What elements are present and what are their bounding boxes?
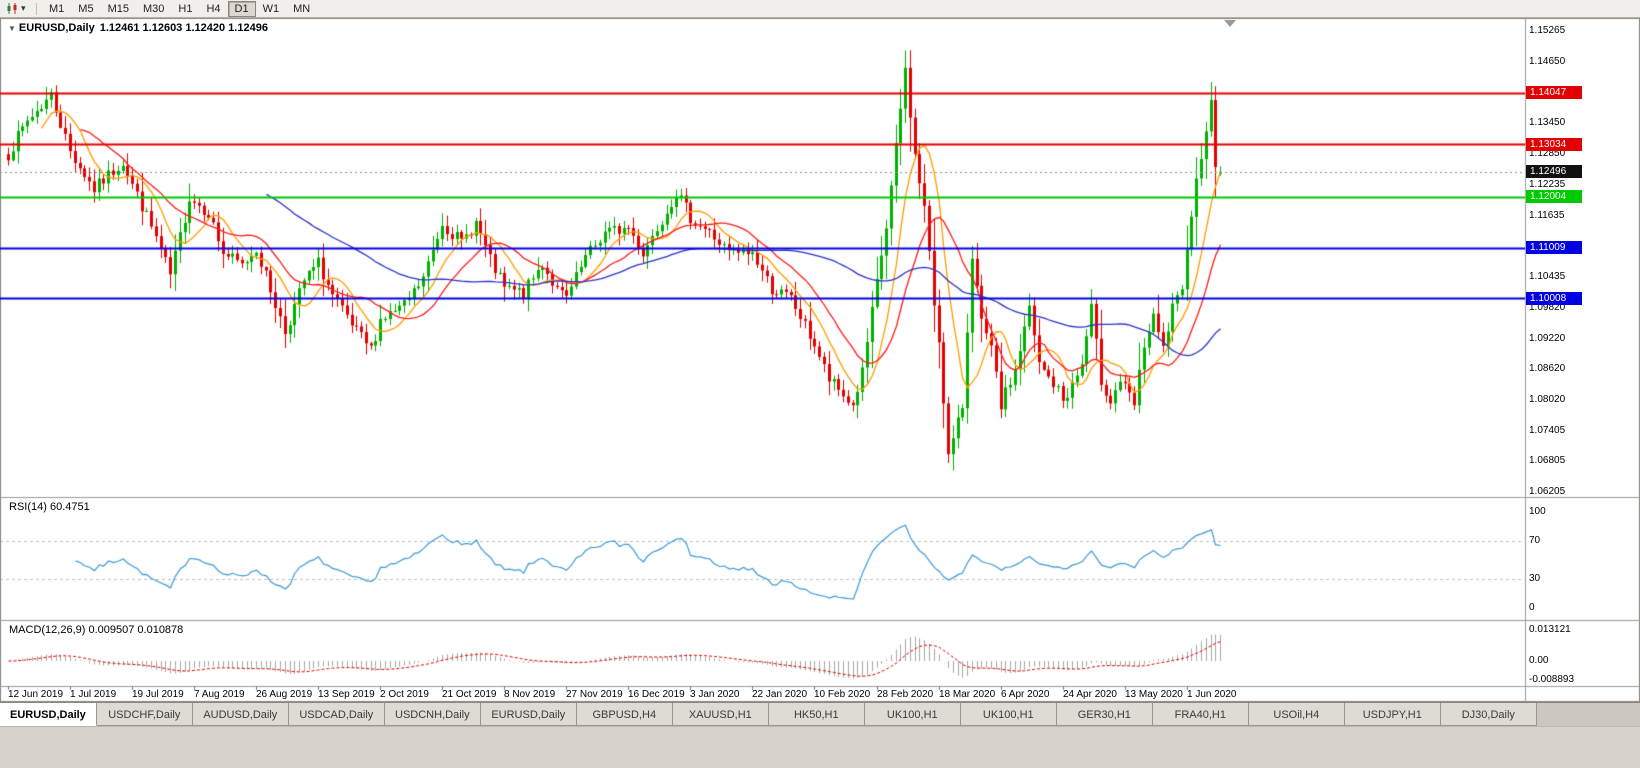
date-axis-label: 10 Feb 2020 [814, 689, 871, 700]
price-axis-label: 1.09220 [1529, 333, 1566, 344]
current-price-badge: 1.12496 [1526, 165, 1582, 178]
timeframe-toolbar: ▾ M1 M5 M15 M30 H1 H4 D1 W1 MN [0, 0, 1640, 18]
chart-title: ▼ EURUSD,Daily 1.12461 1.12603 1.12420 1.1… [8, 22, 268, 34]
status-bar [0, 726, 1640, 768]
price-axis-label: 1.10435 [1529, 271, 1566, 282]
chart-symbol-period: EURUSD,Daily [18, 22, 95, 34]
price-axis-label: 1.13450 [1529, 117, 1566, 128]
price-level-badge[interactable]: 1.13034 [1526, 138, 1582, 151]
chart-shift-marker[interactable] [1224, 20, 1236, 27]
price-axis-label: 1.14650 [1529, 56, 1566, 67]
timeframe-button-h4[interactable]: H4 [206, 2, 221, 15]
chart-tab-15[interactable]: DJ30,Daily [1440, 703, 1537, 726]
date-axis-label: 27 Nov 2019 [566, 689, 623, 700]
date-axis-label: 18 Mar 2020 [939, 689, 996, 700]
price-level-badge[interactable]: 1.12004 [1526, 190, 1582, 203]
macd-axis-label: 0.00 [1529, 655, 1549, 666]
chart-tab-3[interactable]: USDCAD,Daily [288, 703, 385, 726]
date-axis-label: 26 Aug 2019 [256, 689, 313, 700]
timeframe-button-h1[interactable]: H1 [178, 2, 193, 15]
price-axis-label: 1.08620 [1529, 363, 1566, 374]
timeframe-button-m30[interactable]: M30 [142, 2, 165, 15]
chart-tab-13[interactable]: USOil,H4 [1248, 703, 1345, 726]
rsi-axis-label: 70 [1529, 535, 1541, 546]
chart-tab-2[interactable]: AUDUSD,Daily [192, 703, 289, 726]
date-axis-label: 13 May 2020 [1125, 689, 1183, 700]
date-axis-label: 24 Apr 2020 [1063, 689, 1117, 700]
chart-tab-9[interactable]: UK100,H1 [864, 703, 961, 726]
chart-ohlc-values: 1.12461 1.12603 1.12420 1.12496 [99, 22, 268, 34]
date-axis-label: 2 Oct 2019 [380, 689, 429, 700]
chevron-down-icon[interactable]: ▾ [21, 3, 26, 13]
chart-tab-1[interactable]: USDCHF,Daily [96, 703, 193, 726]
price-axis-label: 1.12850 [1529, 148, 1566, 159]
date-axis-label: 6 Apr 2020 [1001, 689, 1050, 700]
chart-tab-0[interactable]: EURUSD,Daily [0, 703, 97, 726]
rsi-axis-label: 30 [1529, 573, 1541, 584]
date-axis-label: 12 Jun 2019 [8, 689, 64, 700]
price-level-badge[interactable]: 1.14047 [1526, 86, 1582, 99]
date-axis-label: 1 Jun 2020 [1187, 689, 1237, 700]
toolbar-separator [36, 2, 37, 15]
chart-tab-10[interactable]: UK100,H1 [960, 703, 1057, 726]
chart-tab-14[interactable]: USDJPY,H1 [1344, 703, 1441, 726]
price-level-badge[interactable]: 1.10008 [1526, 292, 1582, 305]
chart-tab-8[interactable]: HK50,H1 [768, 703, 865, 726]
macd-indicator-title: MACD(12,26,9) 0.009507 0.010878 [9, 624, 184, 636]
date-axis-label: 22 Jan 2020 [752, 689, 808, 700]
date-axis-label: 19 Jul 2019 [132, 689, 184, 700]
chart-tab-bar: EURUSD,Daily USDCHF,Daily AUDUSD,Daily USDC… [0, 702, 1640, 726]
chart-tab-11[interactable]: GER30,H1 [1056, 703, 1153, 726]
macd-axis-label: 0.013121 [1529, 624, 1571, 635]
macd-axis-label: -0.008893 [1529, 674, 1575, 685]
one-click-trading-collapse-icon[interactable]: ▼ [8, 24, 16, 33]
rsi-indicator-title: RSI(14) 60.4751 [9, 501, 90, 513]
price-axis-label: 1.09820 [1529, 302, 1566, 313]
date-axis-label: 28 Feb 2020 [877, 689, 934, 700]
date-axis-label: 21 Oct 2019 [442, 689, 497, 700]
price-level-badge[interactable]: 1.11009 [1526, 241, 1582, 254]
timeframe-button-m15[interactable]: M15 [107, 2, 129, 15]
chart-tab-12[interactable]: FRA40,H1 [1152, 703, 1249, 726]
timeframe-button-mn[interactable]: MN [293, 2, 311, 15]
chart-tab-7[interactable]: XAUUSD,H1 [672, 703, 769, 726]
chart-window: ▼ EURUSD,Daily 1.12461 1.12603 1.12420 1.1… [0, 18, 1640, 702]
price-axis-label: 1.12235 [1529, 179, 1566, 190]
date-axis-label: 13 Sep 2019 [318, 689, 375, 700]
price-axis-label: 1.06805 [1529, 455, 1566, 466]
price-axis-label: 1.06205 [1529, 486, 1566, 497]
date-axis-label: 1 Jul 2019 [70, 689, 117, 700]
chart-tab-6[interactable]: GBPUSD,H4 [576, 703, 673, 726]
chart-tab-4[interactable]: USDCNH,Daily [384, 703, 481, 726]
date-axis-label: 8 Nov 2019 [504, 689, 556, 700]
timeframe-button-d1[interactable]: D1 [227, 0, 256, 17]
date-axis-label: 7 Aug 2019 [194, 689, 245, 700]
date-axis-label: 3 Jan 2020 [690, 689, 740, 700]
price-axis-label: 1.07405 [1529, 425, 1566, 436]
date-axis-label: 16 Dec 2019 [628, 689, 685, 700]
candlestick-chart-icon[interactable] [4, 1, 20, 17]
chart-tab-5[interactable]: EURUSD,Daily [480, 703, 577, 726]
rsi-axis-label: 0 [1529, 602, 1535, 613]
price-chart-canvas[interactable] [0, 18, 1640, 702]
timeframe-button-m5[interactable]: M5 [78, 2, 94, 15]
price-axis-label: 1.15265 [1529, 25, 1566, 36]
timeframe-button-m1[interactable]: M1 [49, 2, 65, 15]
rsi-axis-label: 100 [1529, 506, 1546, 517]
price-axis-label: 1.11635 [1529, 210, 1565, 221]
timeframe-button-w1[interactable]: W1 [262, 2, 280, 15]
price-axis-label: 1.08020 [1529, 394, 1566, 405]
